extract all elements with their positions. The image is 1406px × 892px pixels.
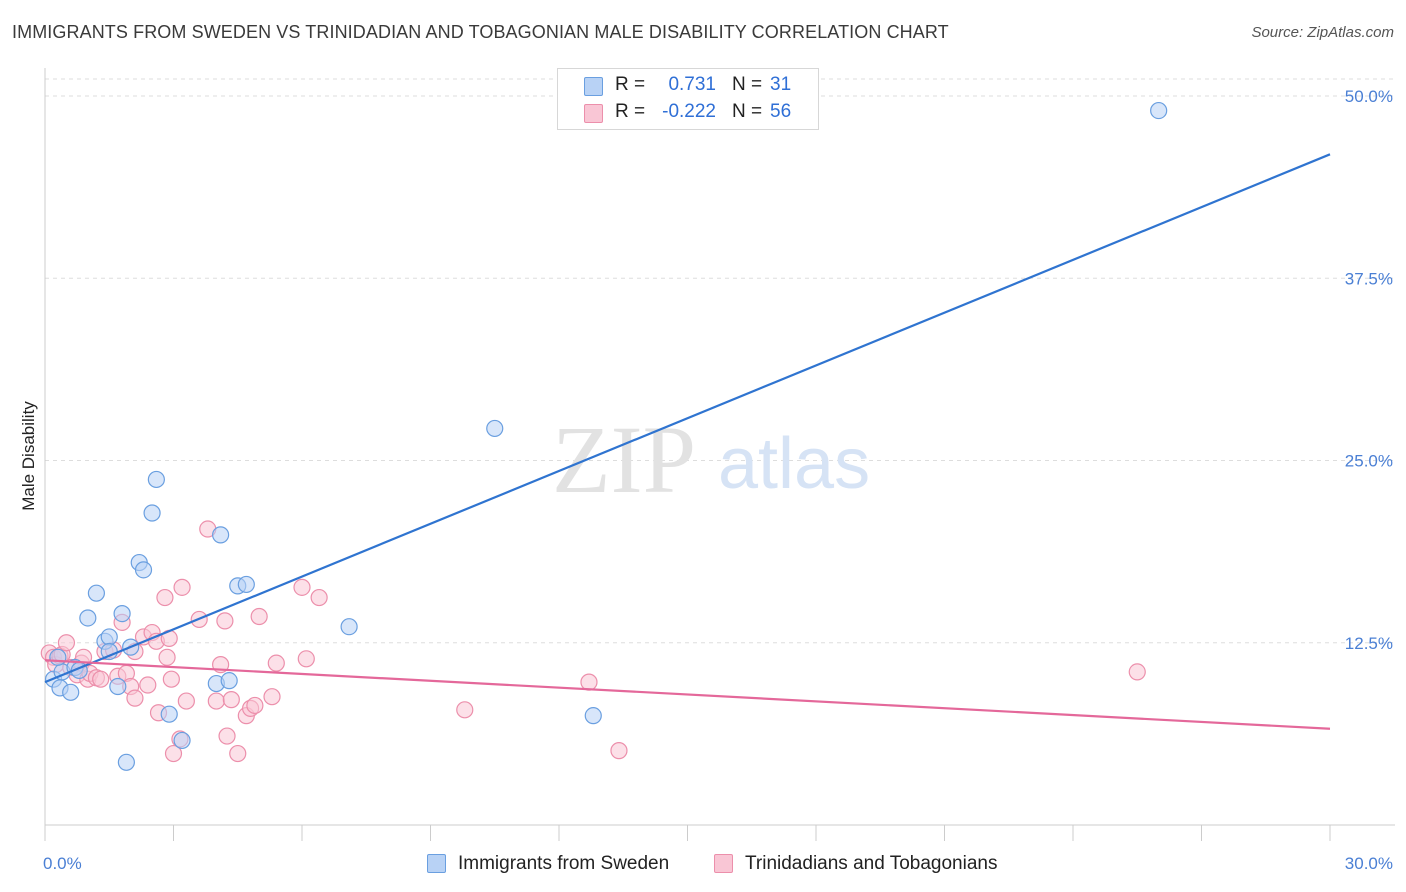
legend: Immigrants from Sweden Trinidadians and … [0,850,1406,878]
x-tick-label: 0.0% [43,854,82,873]
sweden-point [117,753,135,771]
trinidadians-point [162,670,180,688]
trinidadians-point [263,688,281,706]
sweden-point [109,677,127,696]
legend-label-trinidadians: Trinidadians and Tobagonians [745,853,998,874]
sweden-point [134,561,153,579]
gridlines [45,78,1395,644]
trinidadians-point [126,689,144,707]
stats-box: R = 0.731 N = 31 R = -0.222 N = 56 [557,68,819,130]
trinidadians-point [246,696,264,715]
r-value: 0.731 [668,74,716,95]
y-tick-label: 25.0% [1345,452,1393,471]
trinidadians-point [218,727,236,745]
sweden-point [173,731,191,750]
sweden-point [237,575,255,594]
sweden-trend-line [44,153,1331,684]
sweden-point [79,609,97,627]
sweden-point [143,504,161,522]
y-tick-label: 37.5% [1345,269,1393,288]
y-axis-title: Male Disability [19,401,38,511]
trinidadians-point [177,692,195,710]
trinidadians-point [164,744,183,763]
trinidadians-point [222,691,240,709]
sweden-swatch [584,77,603,96]
trinidadians-point [207,692,225,710]
sweden-point [220,672,238,690]
watermark: ZIP atlas [552,406,870,513]
legend-swatch-sweden [427,854,446,873]
trinidadians-point [610,742,628,760]
sweden-point [1150,101,1168,120]
legend-label-sweden: Immigrants from Sweden [458,853,670,874]
trinidadians-point [310,588,328,607]
chart-source: Source: ZipAtlas.com [1251,24,1394,41]
trinidadians-point [92,670,110,688]
trinidadians-point [139,676,157,694]
watermark-zip: ZIP [552,406,696,513]
trinidadians-point [216,612,234,630]
trinidadians-point [580,673,598,691]
sweden-point [62,683,80,701]
trinidadians-point [293,578,311,596]
trinidadians-point [156,588,174,607]
trinidadians-point [229,744,247,763]
sweden-point [147,470,165,489]
sweden-point [340,618,358,636]
watermark-atlas: atlas [718,424,870,504]
stats-row-sweden: R = 0.731 N = 31 [558,74,818,100]
y-tick-label: 12.5% [1345,634,1393,653]
trinidadians-trend-line [44,659,1331,730]
trinidadians-swatch [584,104,603,123]
x-tick-label: 30.0% [1345,854,1393,873]
series-trinidadians-points [40,520,1146,763]
trinidadians-point [250,607,268,626]
trinidadians-point [57,634,76,652]
trinidadians-point [173,578,191,596]
legend-swatch-trinidadians [714,854,733,873]
n-value: 56 [770,101,792,122]
sweden-point [486,419,504,438]
sweden-point [584,707,602,725]
n-label: N = [732,101,763,122]
stats-row-trinidadians: R = -0.222 N = 56 [558,101,818,127]
n-value: 31 [770,74,792,95]
y-tick-labels: 12.5% 25.0% 37.5% 50.0% [1345,87,1393,653]
trinidadians-point [158,648,176,666]
n-label: N = [732,74,763,95]
sweden-point [160,705,178,723]
sweden-point [87,584,106,602]
trinidadians-point [297,650,315,668]
r-label: R = [615,74,646,95]
chart-title: IMMIGRANTS FROM SWEDEN VS TRINIDADIAN AN… [12,22,949,42]
trinidadians-point [267,654,285,672]
r-value: -0.222 [662,101,716,122]
trend-lines [44,153,1331,730]
x-tick-labels: 0.0% 30.0% [43,854,1393,873]
sweden-point [113,604,131,623]
sweden-point [100,628,118,646]
trinidadians-point [456,701,474,719]
sweden-point [49,648,67,666]
sweden-point [212,526,230,544]
r-label: R = [615,101,646,122]
x-ticks [44,825,1331,841]
y-tick-label: 50.0% [1345,87,1393,106]
trinidadians-point [1128,663,1146,681]
